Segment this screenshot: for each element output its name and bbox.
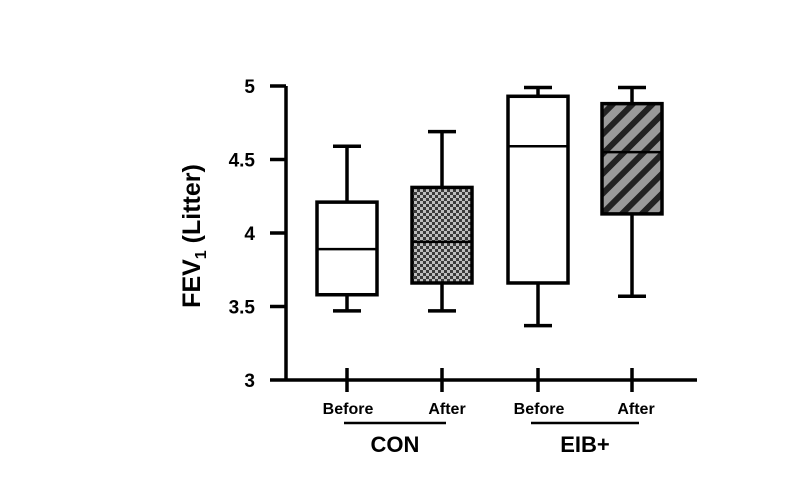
y-tick-label: 5 — [244, 77, 255, 98]
y-axis: 3 3.5 4 4.5 5 — [229, 77, 288, 392]
group-label: CON — [371, 432, 420, 457]
x-tick-label: After — [428, 401, 465, 418]
y-tick-label: 4 — [244, 224, 255, 245]
group-label: EIB+ — [560, 432, 610, 457]
box-iqr — [410, 185, 474, 285]
y-tick-label: 3 — [244, 371, 255, 392]
box-0 — [315, 144, 379, 313]
box-3 — [600, 85, 664, 298]
x-tick-label: Before — [323, 401, 374, 418]
box-1 — [410, 129, 474, 313]
y-tick-label: 4.5 — [229, 151, 256, 172]
x-axis — [286, 368, 697, 392]
group-labels: CON EIB+ — [344, 421, 639, 457]
box-series — [315, 85, 664, 328]
y-axis-label: FEV1 (Litter) — [178, 164, 210, 308]
x-tick-label: After — [617, 401, 654, 418]
box-iqr — [506, 94, 570, 285]
x-tick-label: Before — [514, 401, 565, 418]
y-axis-label-subscript: 1 — [193, 250, 210, 259]
y-axis-label-main: FEV — [178, 259, 206, 308]
y-axis-label-suffix: (Litter) — [178, 164, 206, 250]
x-tick-labels: Before After Before After — [323, 401, 655, 418]
y-tick-label: 3.5 — [229, 298, 256, 319]
box-iqr — [600, 101, 664, 216]
box-2 — [506, 85, 570, 328]
